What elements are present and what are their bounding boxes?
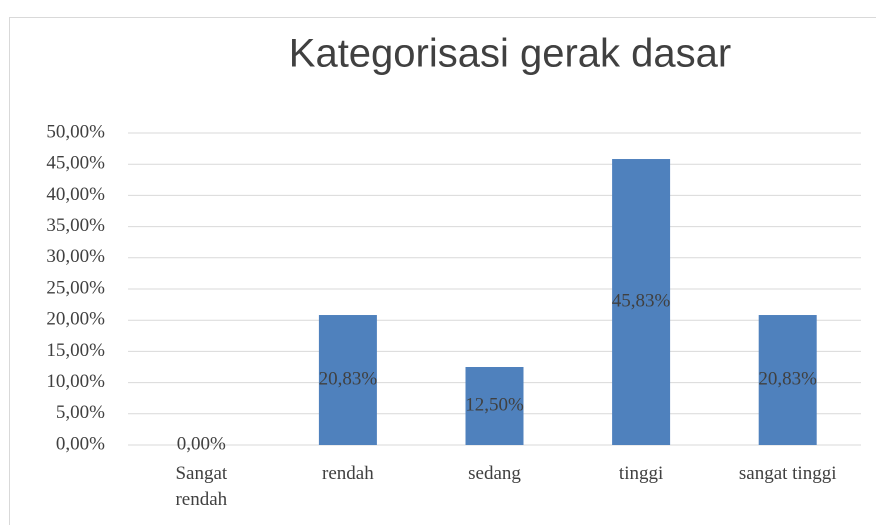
x-tick-label: tinggi: [618, 463, 664, 484]
x-tick-label: rendah: [322, 463, 374, 484]
chart-border: [9, 17, 876, 525]
data-label: 20,83%: [319, 368, 378, 389]
y-tick-label: 5,00%: [56, 402, 105, 423]
chart-title: Kategorisasi gerak dasar: [289, 32, 731, 76]
bar: [612, 159, 671, 445]
y-tick-label: 50,00%: [46, 121, 105, 142]
y-tick-label: 15,00%: [46, 340, 105, 361]
y-tick-label: 35,00%: [46, 215, 105, 236]
x-tick-label: Sangat rendah: [175, 463, 228, 510]
y-tick-label: 30,00%: [46, 246, 105, 267]
bar: [318, 315, 377, 445]
data-label: 20,83%: [758, 368, 817, 389]
y-tick-label: 10,00%: [46, 371, 105, 392]
data-label: 45,83%: [612, 290, 671, 311]
x-tick-label: sedang: [468, 463, 521, 484]
y-tick-label: 45,00%: [46, 153, 105, 174]
x-tick-label: sangat tinggi: [738, 463, 837, 484]
data-label: 0,00%: [177, 433, 226, 454]
y-tick-label: 0,00%: [56, 433, 105, 454]
y-tick-label: 40,00%: [46, 184, 105, 205]
y-tick-label: 25,00%: [46, 277, 105, 298]
data-label: 12,50%: [465, 394, 524, 415]
bar: [758, 315, 817, 445]
y-tick-label: 20,00%: [46, 309, 105, 330]
bar: [465, 367, 524, 445]
